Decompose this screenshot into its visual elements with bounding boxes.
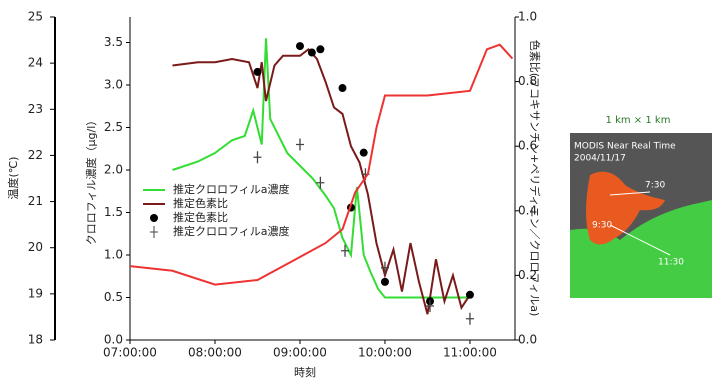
y-tick-label: 1.0: [104, 248, 123, 262]
y-tick-label: 1.5: [104, 205, 123, 219]
x-tick-label: 08:00:00: [188, 346, 242, 360]
legend-label: 推定色素比: [173, 210, 228, 224]
y-tick-label: 3.5: [104, 35, 123, 49]
inset-label: 9:30: [592, 221, 612, 231]
y-tick-label: 2.5: [104, 120, 123, 134]
point: [316, 177, 324, 189]
y3-tick-label: 19: [28, 286, 43, 300]
series-line: [172, 38, 469, 297]
legend-swatch: [150, 214, 158, 222]
y2-tick-label: 0.0: [518, 333, 537, 347]
legend-swatch: [150, 226, 158, 238]
legend-label: 推定クロロフィルa濃度: [173, 182, 290, 196]
y2-tick-label: 0.4: [518, 203, 537, 217]
inset: 1 km × 1 km MODIS Near Real Time 2004/11…: [570, 115, 712, 298]
y-tick-label: 3.0: [104, 78, 123, 92]
y3-tick-label: 20: [28, 240, 43, 254]
y3-tick-label: 24: [28, 56, 43, 70]
x-tick-label: 11:00:00: [443, 346, 497, 360]
point: [296, 42, 304, 50]
y2-tick-label: 0.2: [518, 268, 537, 282]
y3-tick-label: 25: [28, 10, 43, 24]
y3-tick-label: 21: [28, 194, 43, 208]
y3-tick-label: 22: [28, 148, 43, 162]
inset-date: 2004/11/17: [574, 154, 626, 164]
y3-axis-label: 温度(℃): [6, 157, 20, 200]
x-tick-label: 09:00:00: [273, 346, 327, 360]
point: [308, 49, 316, 57]
y3-tick-label: 23: [28, 102, 43, 116]
inset-label: 11:30: [658, 258, 684, 268]
y2-tick-label: 1.0: [518, 10, 537, 24]
inset-scale: 1 km × 1 km: [606, 115, 671, 126]
point: [381, 278, 389, 286]
x-tick-label: 10:00:00: [358, 346, 412, 360]
y2-tick-label: 0.6: [518, 139, 537, 153]
point: [253, 68, 261, 76]
inset-caption: MODIS Near Real Time: [574, 142, 676, 152]
y-axis-label: クロロフィル濃度（μg/l）: [84, 115, 98, 246]
point: [316, 45, 324, 53]
point: [466, 291, 474, 299]
y-tick-label: 0.0: [104, 333, 123, 347]
legend-label: 推定クロロフィルa濃度: [173, 224, 290, 238]
point: [466, 313, 474, 325]
inset-label: 7:30: [645, 181, 665, 191]
legend-label: 推定色素比: [173, 196, 228, 210]
point: [338, 84, 346, 92]
point: [253, 151, 261, 163]
x-tick-label: 07:00:00: [103, 346, 157, 360]
chart: 時刻 クロロフィル濃度（μg/l） 色素比(フコキサンチン+ペリディニン／クロロ…: [0, 0, 712, 378]
point: [360, 149, 368, 157]
point: [296, 139, 304, 151]
x-axis-label: 時刻: [294, 365, 316, 378]
y-tick-label: 2.0: [104, 163, 123, 177]
y2-tick-label: 0.8: [518, 74, 537, 88]
y-tick-label: 0.5: [104, 290, 123, 304]
y3-tick-label: 18: [28, 333, 43, 347]
series-line: [172, 49, 469, 314]
